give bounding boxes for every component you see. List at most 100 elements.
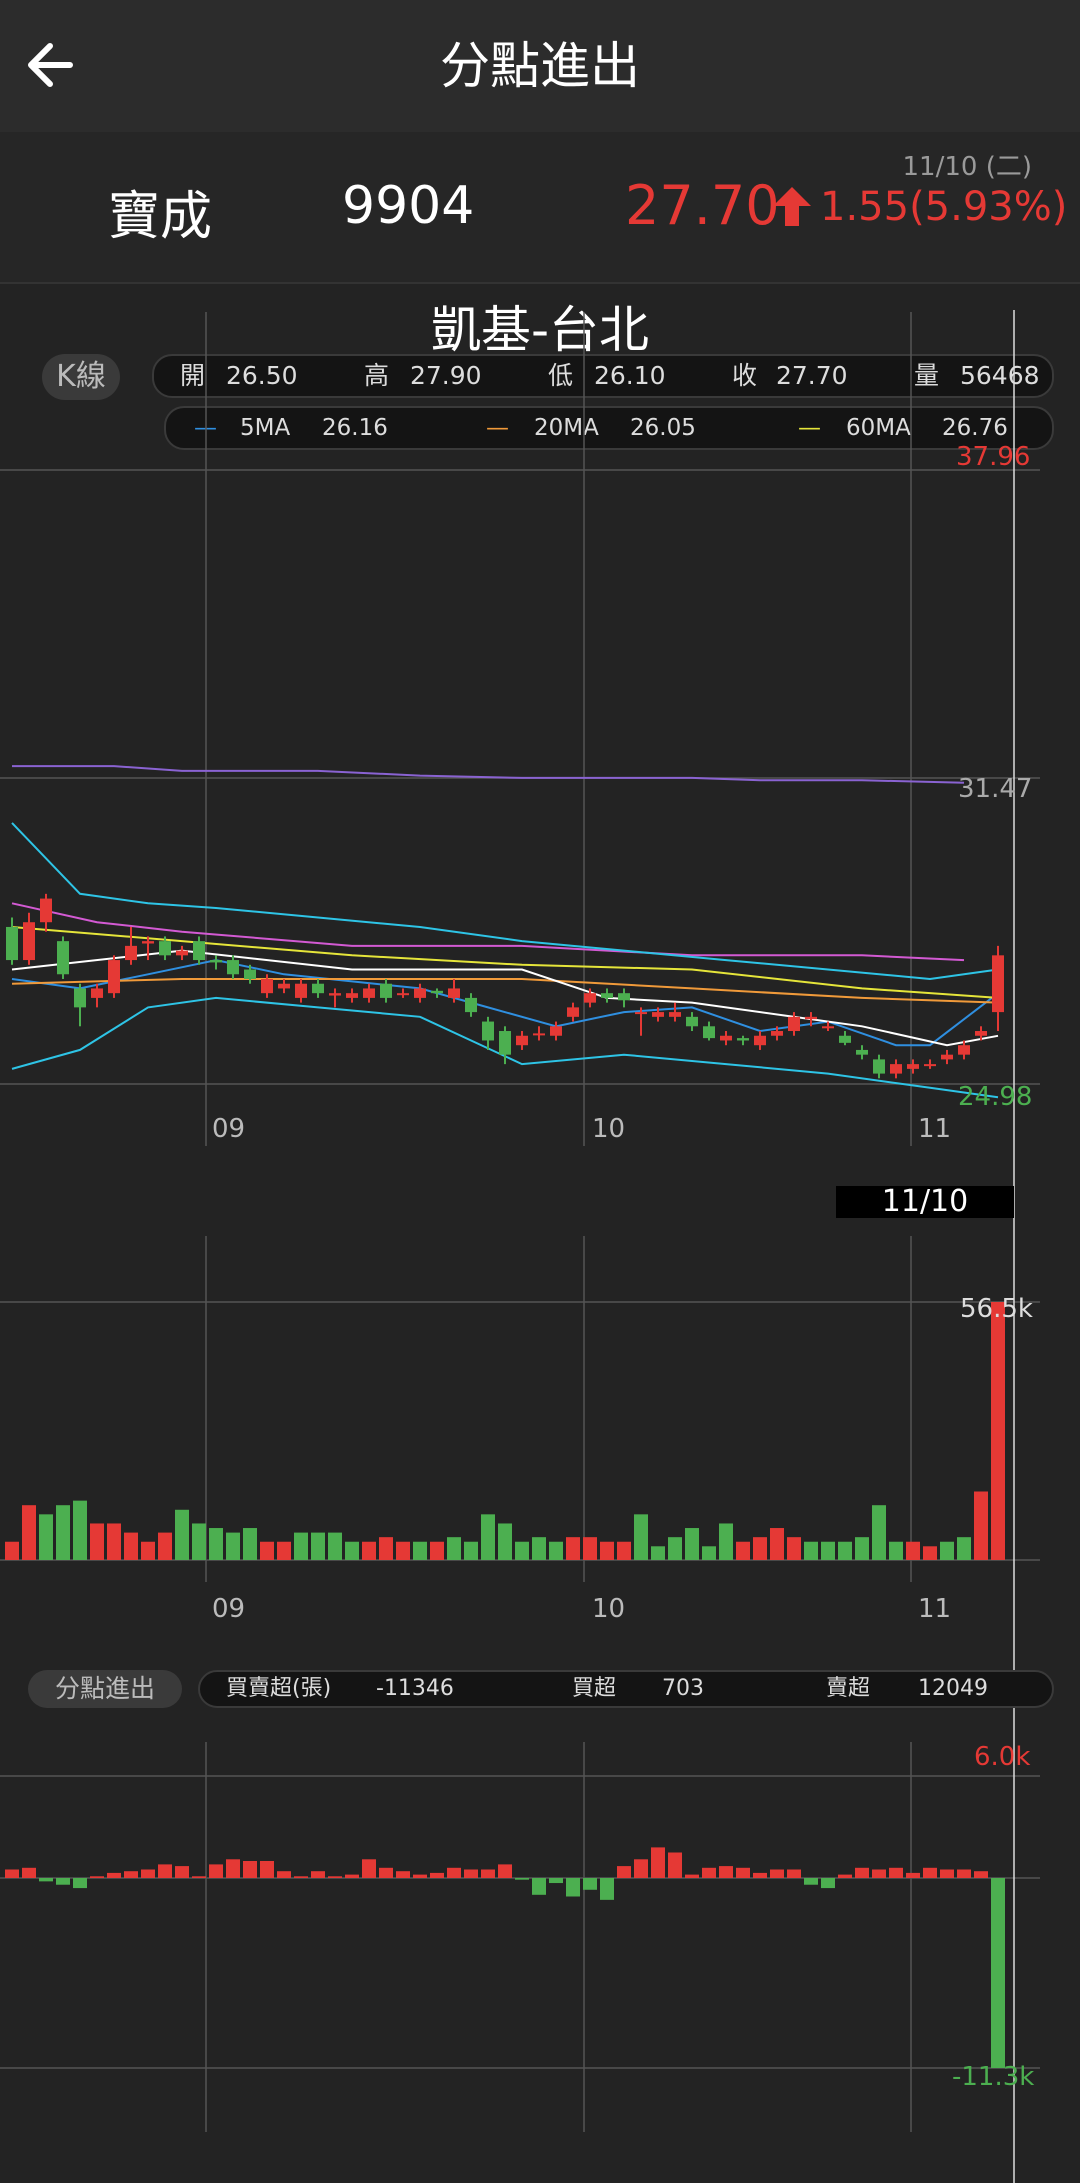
volume-bar <box>549 1541 563 1560</box>
candle-body <box>57 941 69 975</box>
candle-body <box>618 993 630 1001</box>
volume-xlabel-11: 11 <box>918 1594 952 1624</box>
ma60-value: 26.76 <box>942 415 1008 441</box>
flow-bar <box>430 1872 444 1878</box>
broker-name: 凱基-台北 <box>430 301 650 359</box>
volume-bar <box>991 1302 1005 1560</box>
candle-body <box>74 988 86 1008</box>
ma20-name: 20MA <box>534 415 599 441</box>
flow-bar <box>481 1869 495 1878</box>
flow-bar <box>634 1859 648 1878</box>
candle-body <box>261 978 273 994</box>
volume-bar <box>464 1541 478 1560</box>
candle-body <box>550 1026 562 1036</box>
quote-panel: 11/10 (二) 寶成 9904 27.70 1.55(5.93%) <box>0 132 1080 284</box>
flow-bar <box>719 1866 733 1878</box>
flow-bar <box>940 1869 954 1878</box>
volume-bar <box>617 1541 631 1560</box>
volume-bar <box>73 1500 87 1560</box>
volume-bar <box>22 1505 36 1560</box>
volume-value: 56468 <box>960 361 1040 390</box>
volume-bar <box>311 1532 325 1560</box>
volume-bar <box>328 1532 342 1560</box>
volume-bar <box>141 1541 155 1560</box>
volume-bar <box>719 1523 733 1560</box>
volume-bar <box>923 1546 937 1560</box>
flow-bar <box>379 1867 393 1878</box>
sell-label: 賣超 <box>826 1676 871 1701</box>
candle-body <box>210 960 222 963</box>
high-value: 27.90 <box>410 361 482 390</box>
flow-bar <box>889 1867 903 1878</box>
candle-body <box>312 983 324 994</box>
flow-bar <box>158 1864 172 1878</box>
flow-bar <box>923 1867 937 1878</box>
high-label: 高 <box>364 361 390 390</box>
tab-broker-flow[interactable]: 分點進出 <box>28 1670 182 1708</box>
page-title: 分點進出 <box>440 37 640 95</box>
flow-bar <box>974 1871 988 1878</box>
volume-bar <box>600 1541 614 1560</box>
flow-ymin-label: -11.3k <box>952 2062 1035 2092</box>
volume-bar <box>838 1541 852 1560</box>
flow-bar <box>5 1869 19 1878</box>
volume-bar <box>277 1541 291 1560</box>
candle-body <box>822 1026 834 1029</box>
volume-max-label: 56.5k <box>960 1294 1033 1324</box>
flow-bar <box>872 1869 886 1878</box>
candle-body <box>584 993 596 1003</box>
candle-body <box>958 1045 970 1055</box>
candle-body <box>992 955 1004 1013</box>
back-button[interactable] <box>18 30 88 100</box>
candle-body <box>788 1016 800 1032</box>
flow-bar <box>532 1878 546 1895</box>
net-value: -11346 <box>376 1676 454 1701</box>
candle-body <box>176 950 188 956</box>
ma5-value: 26.16 <box>322 415 388 441</box>
flow-bar <box>464 1869 478 1878</box>
flow-bar <box>294 1876 308 1878</box>
candle-body <box>329 993 341 996</box>
flow-bar <box>957 1869 971 1878</box>
candle-body <box>703 1026 715 1039</box>
candle-body <box>890 1064 902 1074</box>
stock-name: 寶成 <box>108 187 213 247</box>
volume-bar <box>821 1541 835 1560</box>
flow-bar <box>243 1861 257 1878</box>
flow-bar <box>991 1878 1005 2068</box>
volume-bar <box>855 1537 869 1560</box>
volume-bar <box>481 1514 495 1560</box>
candle-body <box>805 1016 817 1020</box>
flow-bar <box>838 1874 852 1878</box>
volume-bar <box>532 1537 546 1560</box>
candle-body <box>448 988 460 998</box>
flow-bar <box>311 1871 325 1878</box>
candle-body <box>91 988 103 998</box>
flow-bar <box>260 1861 274 1878</box>
close-label: 收 <box>732 361 758 390</box>
tab-kline[interactable]: K線 <box>42 354 120 400</box>
ma-bar: — 5MA 26.16 — 20MA 26.05 — 60MA 26.76 <box>164 406 1054 450</box>
line-purple <box>12 765 965 784</box>
flow-bar <box>56 1878 70 1885</box>
candle-body <box>142 941 154 944</box>
low-label: 低 <box>548 361 574 390</box>
candle-body <box>941 1054 953 1060</box>
volume-bar <box>260 1541 274 1560</box>
flow-bar <box>192 1876 206 1878</box>
volume-bar <box>940 1541 954 1560</box>
arrow-up-icon <box>773 187 811 226</box>
quote-date: 11/10 (二) <box>902 152 1032 182</box>
volume-bar <box>175 1509 189 1560</box>
candle-body <box>754 1035 766 1046</box>
line-60ma <box>11 926 999 999</box>
flow-bar <box>651 1847 665 1878</box>
flow-bar <box>736 1867 750 1878</box>
volume-label: 量 <box>914 361 940 390</box>
volume-bar <box>583 1537 597 1560</box>
candle-body <box>907 1064 919 1069</box>
flow-bar <box>226 1859 240 1878</box>
flow-bar <box>685 1874 699 1878</box>
candle-body <box>227 960 239 975</box>
